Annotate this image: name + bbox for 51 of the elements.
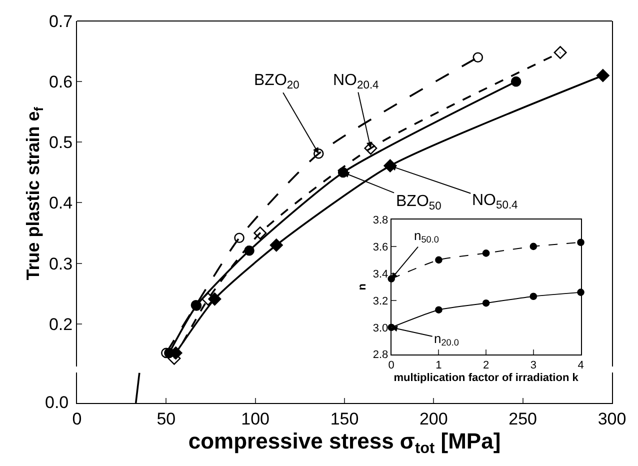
annotation: NO$_{50.4}$: [472, 192, 518, 212]
y-tick-label: 3.4: [372, 268, 388, 280]
y-tick-label: 0.2: [48, 314, 73, 334]
point: [530, 242, 538, 250]
y-tick-label: 3.0: [372, 322, 388, 334]
x-axis-title: compressive stress σ$_{tot}$ [MPa]: [188, 428, 501, 458]
point: [270, 238, 283, 252]
point: [482, 250, 490, 257]
point: [435, 256, 442, 264]
y-tick-label: 0.3: [48, 254, 73, 274]
x-tick-label: 150: [330, 409, 359, 428]
point: [510, 76, 522, 87]
annotation: BZO$_{20}$: [254, 72, 300, 92]
x-tick-label: 50: [156, 409, 176, 428]
point: [208, 292, 222, 306]
annotation: n$_{50.0}$: [414, 228, 439, 245]
x-tick-label: 2: [483, 360, 490, 372]
y-tick-label: 3.6: [372, 241, 388, 254]
x-axis-title: multiplication factor of irradiation k: [394, 372, 580, 384]
annotation: n$_{20.0}$: [434, 331, 459, 348]
y-tick-label: 0.7: [48, 12, 73, 31]
y-tick-label: 3.2: [372, 295, 388, 308]
x-tick-label: 0: [388, 360, 394, 372]
y-tick-label: 2.8: [372, 349, 388, 362]
x-tick-label: 100: [241, 409, 270, 428]
point: [313, 148, 324, 159]
point: [435, 306, 442, 314]
y-tick-label: 0.4: [48, 194, 73, 213]
point: [364, 142, 378, 155]
x-tick-label: 200: [419, 409, 448, 428]
point: [472, 52, 484, 62]
y-tick-label: 0.5: [48, 133, 73, 152]
x-tick-label: 300: [598, 409, 626, 428]
y-tick-label: 3.8: [372, 214, 388, 226]
y-tick-label: 0.6: [48, 72, 73, 92]
point: [596, 69, 610, 82]
x-tick-label: 1: [436, 360, 442, 372]
annotation: NO$_{20.4}$: [333, 72, 379, 92]
x-tick-label: 0: [72, 409, 82, 428]
point: [254, 226, 267, 240]
x-tick-label: 3: [530, 360, 536, 372]
annotation: BZO$_{50}$: [396, 193, 442, 212]
point: [530, 292, 538, 300]
point: [244, 245, 254, 256]
point: [234, 232, 244, 244]
text: 0.0: [45, 393, 69, 412]
y-axis-title: n: [356, 283, 369, 290]
point: [482, 299, 490, 307]
x-tick-label: 250: [508, 409, 538, 428]
point: [554, 46, 567, 59]
x-tick-label: 4: [578, 360, 584, 372]
